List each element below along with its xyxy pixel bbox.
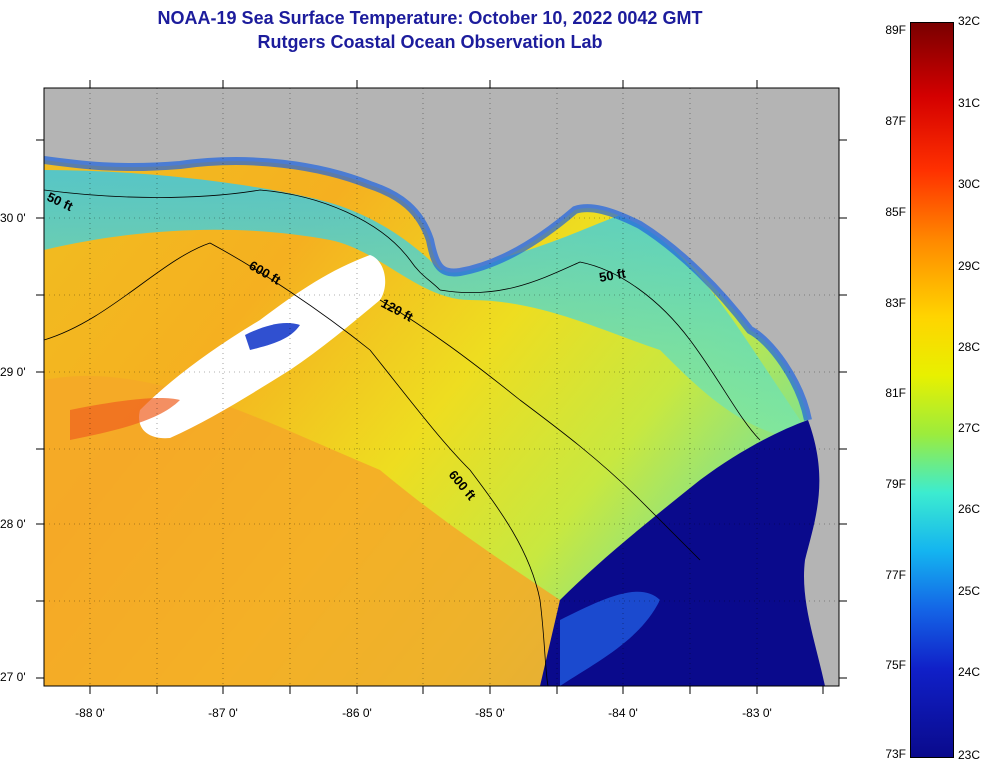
lat-label: 29 0' bbox=[0, 365, 26, 379]
colorbar-f-label: 87F bbox=[885, 114, 906, 128]
contour-600ft bbox=[44, 242, 549, 686]
lon-label: -84 0' bbox=[608, 706, 638, 720]
warm-water-region bbox=[44, 376, 560, 686]
colorbar-c-label: 23C bbox=[958, 748, 981, 762]
colorbar-c-label: 27C bbox=[958, 421, 981, 435]
colorbar-c-label: 24C bbox=[958, 665, 981, 679]
land-area bbox=[44, 88, 839, 420]
colorbar-f-label: 89F bbox=[885, 23, 906, 37]
colorbar-f-label: 85F bbox=[885, 205, 906, 219]
contour-label: 50 ft bbox=[598, 265, 628, 285]
nearshore-cool-band bbox=[44, 170, 800, 440]
colorbar-c-label: 28C bbox=[958, 340, 981, 354]
colorbar-f-label: 73F bbox=[885, 747, 906, 761]
colorbar-f-label: 83F bbox=[885, 296, 906, 310]
lon-label: -85 0' bbox=[475, 706, 505, 720]
map-title: NOAA-19 Sea Surface Temperature: October… bbox=[157, 8, 703, 28]
map-subtitle: Rutgers Coastal Ocean Observation Lab bbox=[257, 32, 603, 52]
colorbar-f-label: 79F bbox=[885, 477, 906, 491]
colorbar-c-label: 30C bbox=[958, 177, 981, 191]
colorbar-f-label: 81F bbox=[885, 386, 906, 400]
colorbar-c-label: 25C bbox=[958, 584, 981, 598]
lon-label: -87 0' bbox=[208, 706, 238, 720]
colorbar-c-label: 32C bbox=[958, 14, 981, 28]
lon-label: -83 0' bbox=[742, 706, 772, 720]
temperature-colorbar bbox=[910, 22, 954, 758]
colorbar-c-label: 29C bbox=[958, 259, 981, 273]
lon-label: -86 0' bbox=[342, 706, 372, 720]
lat-label: 28 0' bbox=[0, 517, 26, 531]
colorbar-f-label: 75F bbox=[885, 658, 906, 672]
lat-label: 27 0' bbox=[0, 670, 26, 684]
map-frame bbox=[43, 87, 840, 687]
lon-label: -88 0' bbox=[75, 706, 105, 720]
colorbar-c-label: 26C bbox=[958, 502, 981, 516]
colorbar-f-label: 77F bbox=[885, 568, 906, 582]
lat-label: 30 0' bbox=[0, 211, 26, 225]
contour-50ft-west bbox=[44, 189, 441, 291]
contour-50ft-east bbox=[439, 261, 761, 441]
colorbar-c-label: 31C bbox=[958, 96, 981, 110]
contour-120ft bbox=[379, 299, 701, 561]
